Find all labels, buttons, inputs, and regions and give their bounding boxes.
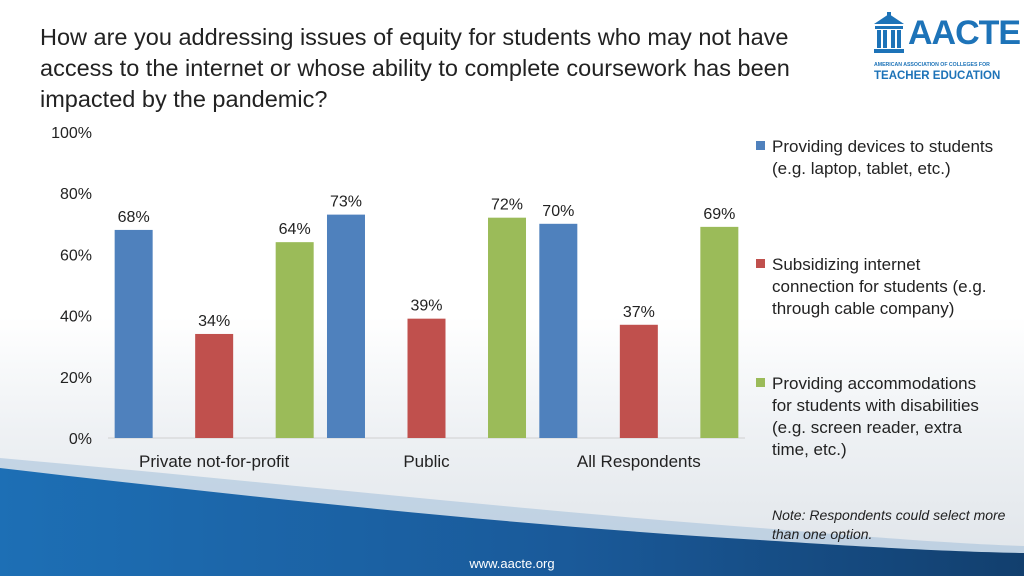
- y-tick-label: 60%: [60, 247, 92, 264]
- footer-band: [0, 458, 1024, 576]
- y-tick-label: 0%: [69, 431, 92, 448]
- legend-label: Providing devices to students (e.g. lapt…: [772, 137, 994, 178]
- bar: [407, 318, 446, 438]
- data-label: 34%: [198, 313, 230, 330]
- data-label: 69%: [703, 206, 735, 223]
- logo-tagline-2: TEACHER EDUCATION: [874, 70, 1001, 82]
- bar: [195, 333, 234, 438]
- footer-url[interactable]: www.aacte.org: [469, 556, 555, 571]
- y-tick-label: 100%: [51, 125, 92, 142]
- data-label: 68%: [118, 209, 150, 226]
- schoolhouse-icon: [874, 12, 904, 53]
- data-label: 70%: [542, 203, 574, 220]
- legend-label: Subsidizing internet connection for stud…: [772, 255, 987, 318]
- bar: [488, 217, 527, 438]
- x-tick-label: All Respondents: [577, 452, 701, 471]
- chart-title: How are you addressing issues of equity …: [40, 24, 790, 112]
- data-label: 64%: [279, 221, 311, 238]
- data-label: 72%: [491, 197, 523, 214]
- logo-tagline: AMERICAN ASSOCIATION OF COLLEGES FOR: [874, 62, 990, 68]
- aacte-logo: AACTE AMERICAN ASSOCIATION OF COLLEGES F…: [872, 12, 1021, 90]
- bar: [326, 214, 365, 438]
- data-label: 39%: [410, 298, 442, 315]
- y-tick-label: 40%: [60, 309, 92, 326]
- bar: [539, 223, 578, 438]
- bar: [114, 229, 153, 438]
- bar: [619, 324, 658, 438]
- legend-swatch: [756, 141, 765, 150]
- bar-chart: 0% 20% 40% 60% 80% 100% 68% 34% 64% Private not-f…: [51, 125, 745, 471]
- y-tick-label: 80%: [60, 186, 92, 203]
- data-label: 37%: [623, 304, 655, 321]
- legend-label: Providing accommodations for students wi…: [772, 374, 979, 459]
- chart-note: Note: Respondents could select more than…: [772, 507, 1006, 542]
- data-label: 73%: [330, 194, 362, 211]
- x-tick-label: Private not-for-profit: [139, 452, 289, 471]
- logo-wordmark: AACTE: [908, 14, 1021, 52]
- legend-swatch: [756, 378, 765, 387]
- y-tick-label: 20%: [60, 370, 92, 387]
- bar: [700, 226, 739, 438]
- x-tick-label: Public: [403, 452, 450, 471]
- bar: [275, 242, 314, 438]
- legend-swatch: [756, 259, 765, 268]
